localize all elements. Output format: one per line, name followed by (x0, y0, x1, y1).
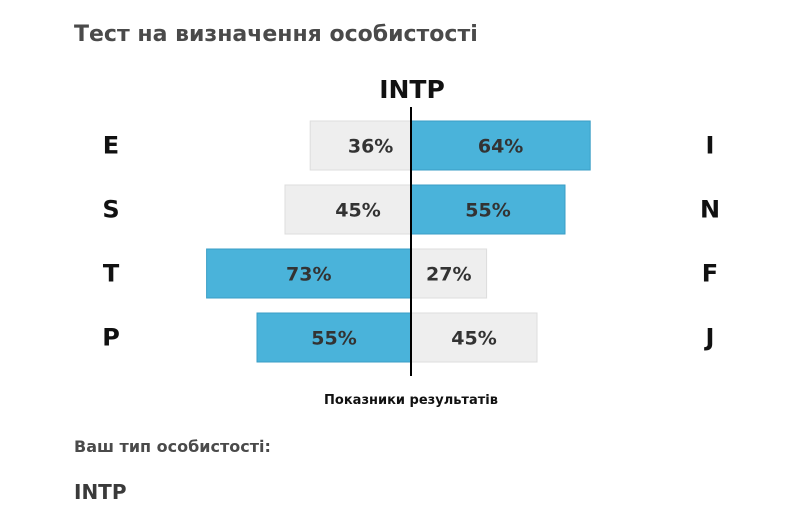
bar-t (206, 248, 412, 299)
page-title: Тест на визначення особистості (74, 22, 478, 47)
letter-e: E (103, 132, 119, 160)
letter-s: S (102, 196, 119, 224)
result-type: INTP (74, 480, 127, 504)
value-label-t: 73% (286, 264, 331, 286)
bar-n (410, 184, 566, 235)
value-label-p: 55% (311, 328, 356, 350)
bar-p (256, 312, 412, 363)
letter-p: P (102, 324, 120, 352)
letter-t: T (103, 260, 120, 288)
value-label-s: 45% (335, 200, 380, 222)
x-axis-label: Показники результатів (324, 393, 498, 408)
bar-s (284, 184, 412, 235)
value-label-f: 27% (426, 264, 471, 286)
bar-i (410, 120, 591, 171)
bar-e (309, 120, 412, 171)
chart-title: INTP (379, 75, 445, 104)
letter-n: N (700, 196, 720, 224)
value-label-j: 45% (451, 328, 496, 350)
personality-chart: INTP 36% 64% E I 45% 55% S N 73% 27% T F 55% 45% P J Пока… (102, 75, 720, 408)
result-label: Ваш тип особистості: (74, 437, 271, 456)
value-label-n: 55% (465, 200, 510, 222)
value-label-e: 36% (348, 136, 393, 158)
letter-i: I (706, 132, 715, 160)
bar-f (410, 248, 488, 299)
letter-f: F (702, 260, 718, 288)
letter-j: J (704, 324, 715, 352)
value-label-i: 64% (478, 136, 523, 158)
